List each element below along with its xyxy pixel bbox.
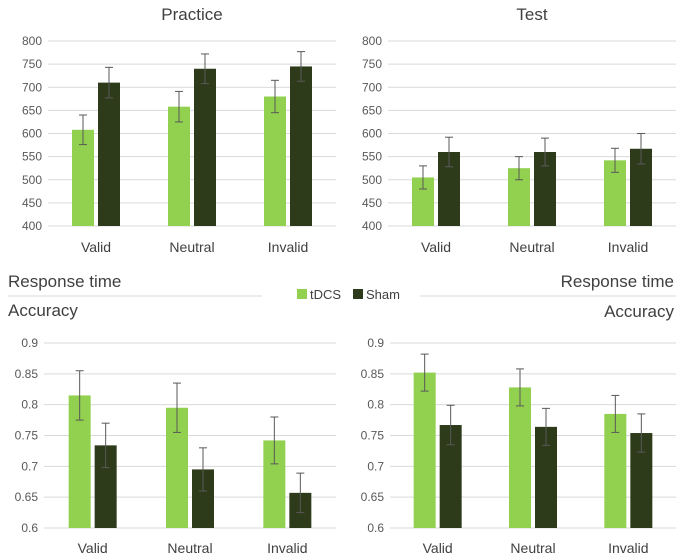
y-tick-label: 750 [362, 57, 382, 71]
y-tick-label: 0.65 [361, 490, 385, 504]
y-tick-label: 0.6 [21, 521, 38, 535]
bar-sham-invalid [630, 148, 652, 226]
x-category-label: Neutral [510, 540, 555, 556]
y-tick-label: 0.75 [15, 429, 39, 443]
chart-rt-practice: Practice 400 450 500 550 600 650 700 750 800 Valid… [22, 5, 336, 255]
y-tick-label: 0.75 [361, 429, 385, 443]
y-tick-label: 500 [22, 173, 42, 187]
x-category-label: Invalid [268, 239, 308, 255]
y-tick-label: 600 [22, 127, 42, 141]
charts-group: Practice 400 450 500 550 600 650 700 750 800 Valid… [15, 5, 676, 556]
x-category-label: Valid [78, 540, 108, 556]
y-tick-label: 800 [22, 34, 42, 48]
y-tick-label: 0.6 [367, 521, 384, 535]
x-category-label: Valid [421, 239, 451, 255]
y-tick-label: 750 [22, 57, 42, 71]
bar-tdcs-invalid [264, 96, 286, 226]
y-tick-label: 600 [362, 127, 382, 141]
y-tick-label: 550 [22, 150, 42, 164]
bar-tdcs-neutral [509, 387, 531, 528]
chart-title: Test [516, 5, 547, 24]
y-tick-label: 450 [22, 196, 42, 210]
bar-tdcs-valid [413, 372, 436, 528]
x-category-label: Valid [423, 540, 453, 556]
y-tick-label: 0.9 [21, 336, 38, 350]
response-time-label-right: Response time [561, 272, 674, 291]
bar-sham-valid [438, 152, 460, 226]
y-tick-label: 700 [22, 80, 42, 94]
y-tick-label: 400 [22, 219, 42, 233]
x-category-label: Invalid [608, 239, 648, 255]
y-tick-label: 0.65 [15, 490, 39, 504]
bar-tdcs-neutral [166, 407, 188, 528]
bar-tdcs-valid [412, 177, 434, 226]
bar-sham-valid [94, 445, 117, 528]
y-tick-label: 450 [362, 196, 382, 210]
y-tick-label: 0.7 [367, 459, 384, 473]
legend-label-tdcs: tDCS [310, 287, 341, 302]
bar-tdcs-invalid [263, 440, 286, 528]
x-category-label: Neutral [509, 239, 554, 255]
y-tick-label: 500 [362, 173, 382, 187]
chart-acc-practice: 0.6 0.65 0.7 0.75 0.8 0.85 0.9 Valid Neutral Inva… [15, 336, 336, 556]
bar-tdcs-valid [72, 129, 94, 226]
bar-tdcs-invalid [604, 160, 626, 226]
chart-acc-test: 0.6 0.65 0.7 0.75 0.8 0.85 0.9 Valid Neutral Inva… [361, 336, 676, 556]
bar-sham-valid [98, 82, 120, 226]
legend-label-sham: Sham [366, 287, 400, 302]
y-tick-label: 550 [362, 150, 382, 164]
x-category-label: Valid [81, 239, 111, 255]
bar-tdcs-valid [68, 395, 91, 528]
y-tick-label: 0.85 [361, 367, 385, 381]
y-tick-label: 0.9 [367, 336, 384, 350]
y-tick-label: 800 [362, 34, 382, 48]
x-category-label: Invalid [608, 540, 648, 556]
chart-rt-test: Test 400 450 500 550 600 650 700 750 800 Valid Neut… [362, 5, 676, 255]
bar-sham-neutral [192, 469, 214, 528]
bar-sham-neutral [194, 68, 216, 226]
y-tick-label: 0.8 [367, 398, 384, 412]
bar-sham-neutral [535, 426, 557, 528]
bar-tdcs-invalid [604, 413, 627, 528]
legend-swatch-sham [353, 289, 363, 299]
y-tick-label: 650 [362, 103, 382, 117]
response-time-label-left: Response time [8, 272, 121, 291]
bar-sham-neutral [534, 152, 556, 226]
y-tick-label: 650 [22, 103, 42, 117]
bar-sham-invalid [630, 433, 653, 528]
bar-tdcs-neutral [508, 168, 530, 226]
x-category-label: Invalid [267, 540, 307, 556]
legend: tDCS Sham [297, 287, 400, 302]
accuracy-label-right: Accuracy [604, 302, 674, 321]
y-tick-label: 0.85 [15, 367, 39, 381]
x-category-label: Neutral [169, 239, 214, 255]
bar-tdcs-neutral [168, 106, 190, 226]
x-category-label: Neutral [167, 540, 212, 556]
chart-title: Practice [161, 5, 222, 24]
y-tick-label: 700 [362, 80, 382, 94]
accuracy-label-left: Accuracy [8, 301, 78, 320]
bar-sham-invalid [290, 66, 312, 226]
bar-sham-valid [439, 425, 462, 528]
y-tick-label: 0.7 [21, 459, 38, 473]
legend-swatch-tdcs [297, 289, 307, 299]
y-tick-label: 400 [362, 219, 382, 233]
y-tick-label: 0.8 [21, 398, 38, 412]
